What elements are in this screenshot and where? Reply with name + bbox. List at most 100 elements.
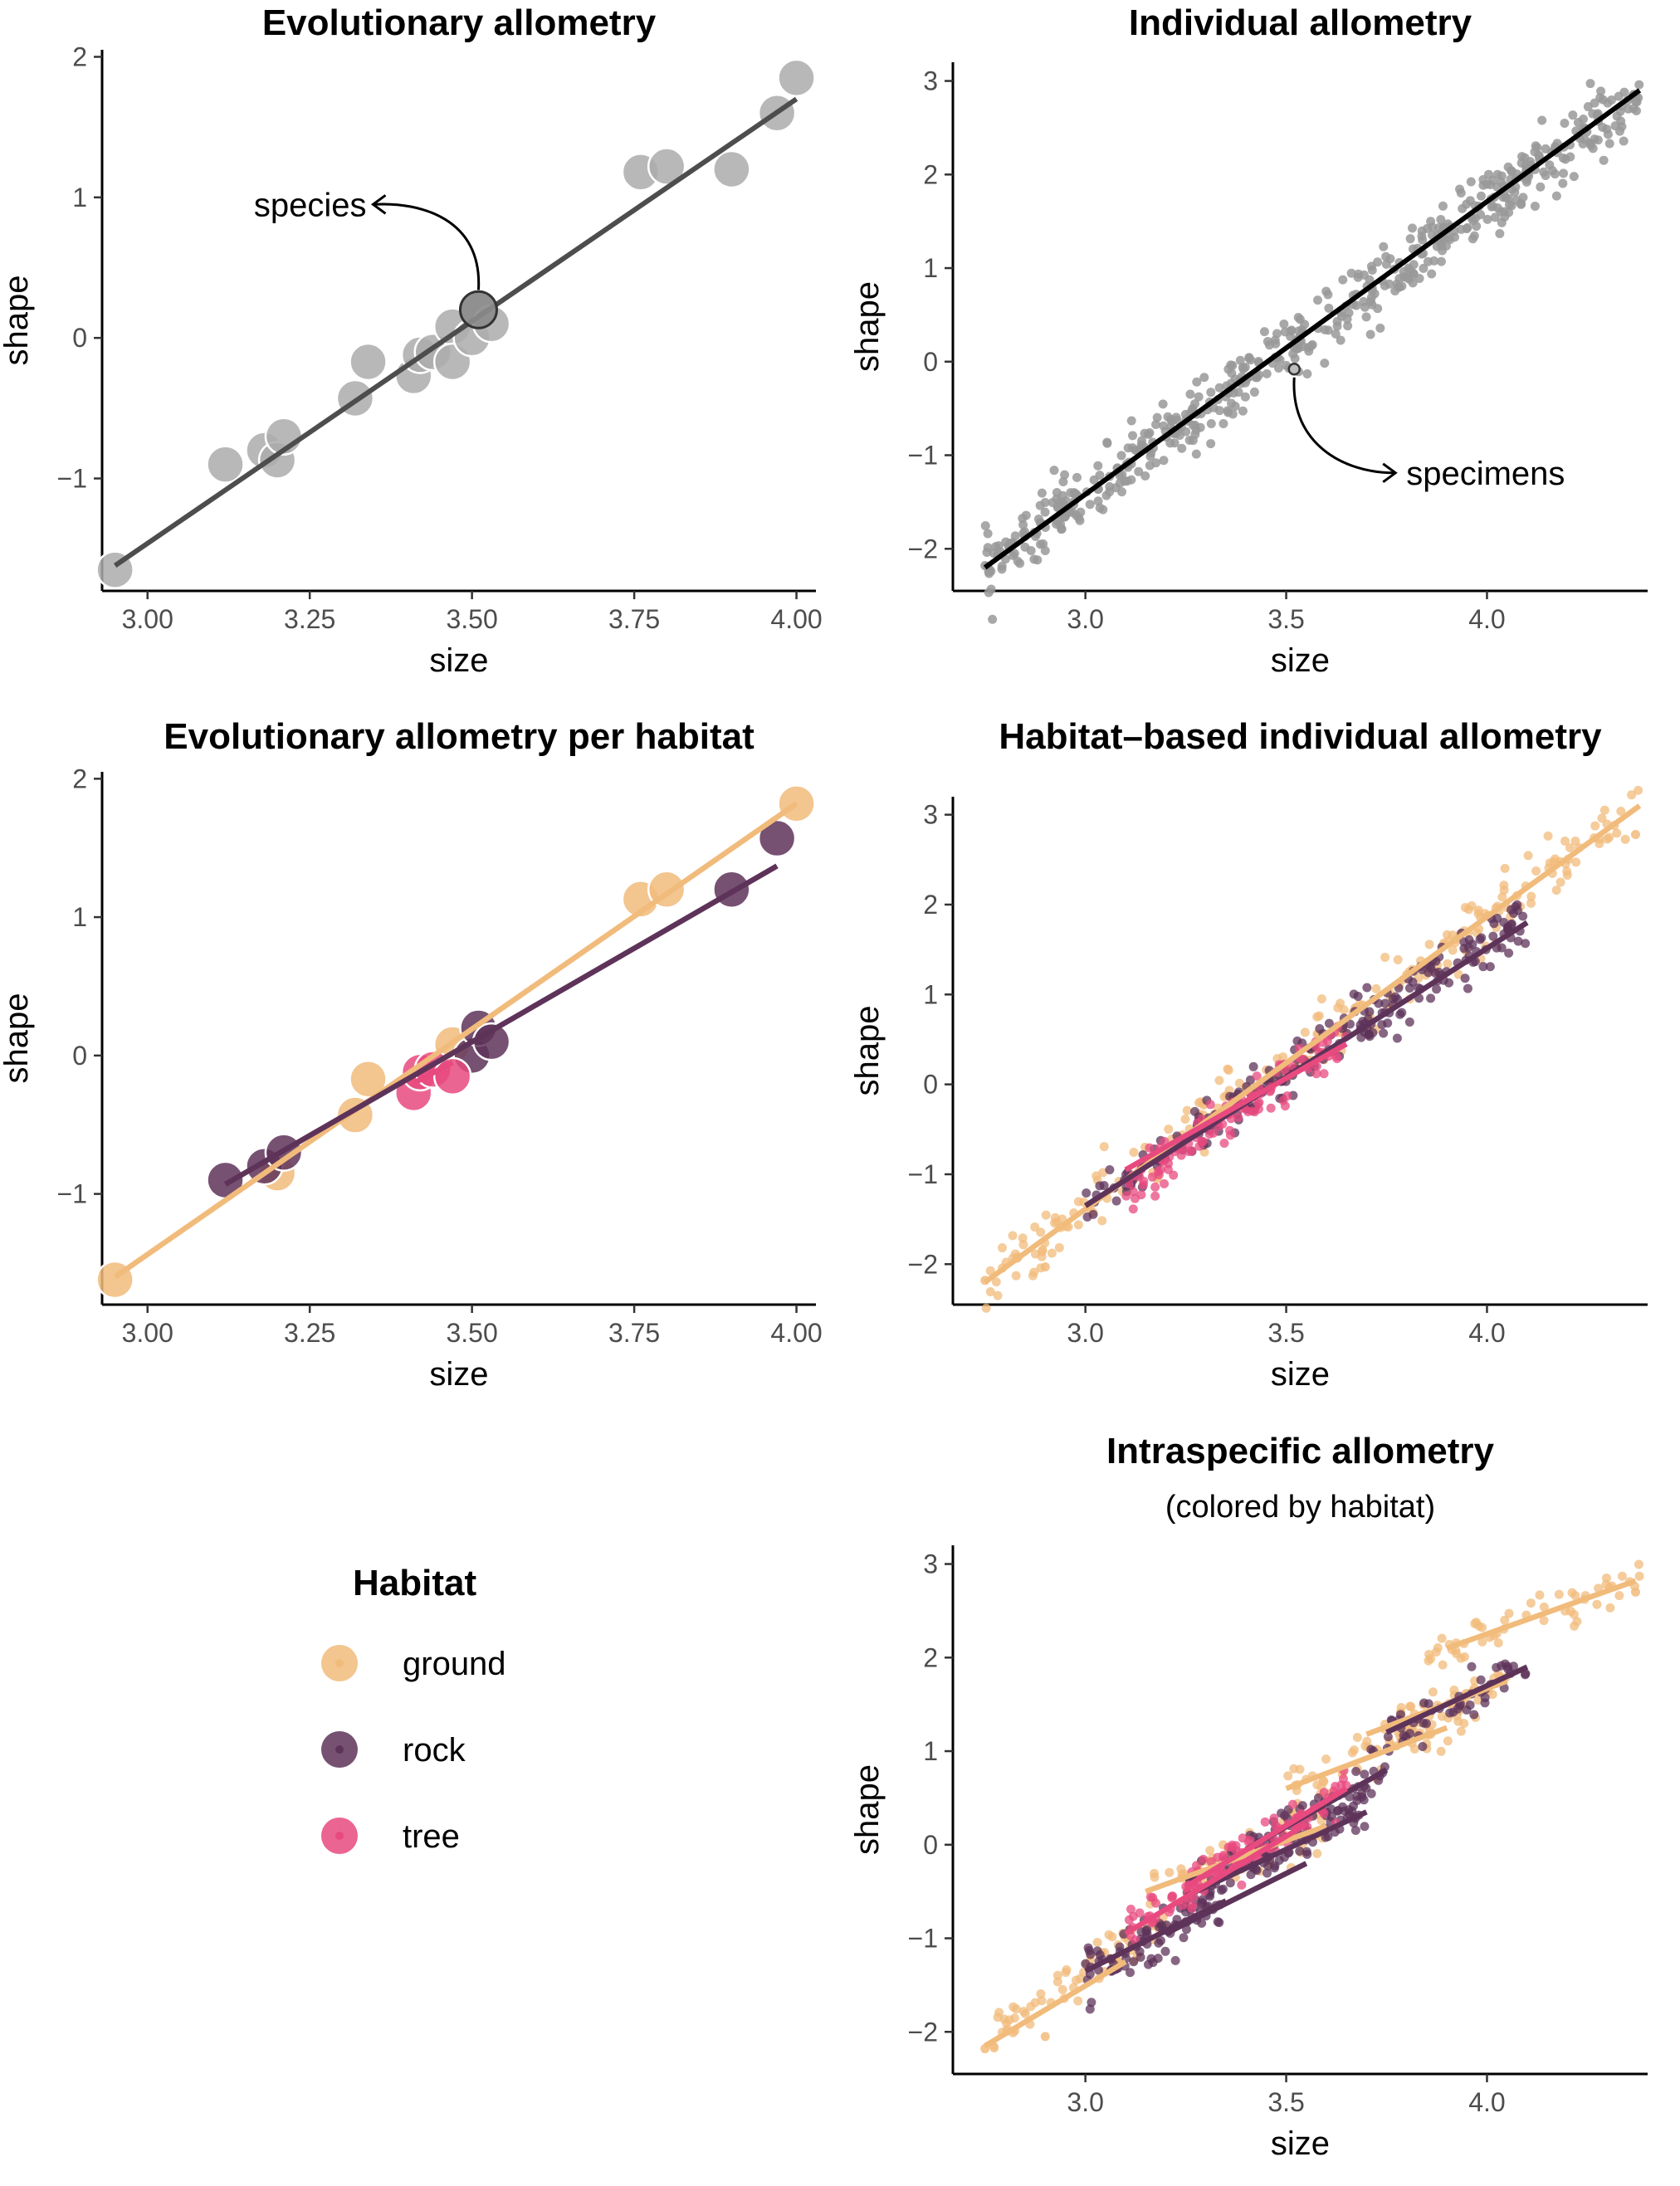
specimen-point-tree	[1319, 1808, 1329, 1818]
specimen-point-ground	[1321, 1754, 1331, 1764]
specimen-point-all	[1438, 201, 1448, 211]
specimen-point-all	[1606, 95, 1616, 105]
specimen-point-tree	[1128, 1187, 1138, 1197]
y-tick-label: 0	[923, 347, 938, 377]
specimen-point-all	[1302, 368, 1312, 378]
specimen-point-all	[983, 529, 993, 539]
specimen-point-rock	[1459, 944, 1469, 954]
x-axis-label: size	[1271, 642, 1330, 679]
specimen-point-ground	[1165, 1867, 1175, 1877]
specimen-point-ground	[1428, 1687, 1438, 1697]
specimen-point-all	[1407, 223, 1417, 233]
specimen-point-tree	[1130, 1193, 1140, 1203]
specimen-point-rock	[1503, 1664, 1513, 1674]
specimen-point-all	[1206, 419, 1216, 429]
specimen-point-all	[1238, 364, 1248, 374]
specimen-point-all	[1551, 191, 1561, 201]
specimen-point-all	[1070, 489, 1080, 499]
specimen-point-ground	[1493, 1638, 1503, 1648]
specimen-point-all	[1426, 217, 1436, 227]
x-tick-label: 3.25	[284, 1318, 335, 1348]
specimen-point-all	[1586, 140, 1596, 150]
specimen-point-ground	[1047, 1248, 1057, 1258]
specimen-point-ground	[993, 1291, 1003, 1300]
specimen-point-all	[1578, 115, 1588, 124]
specimen-point-rock	[1433, 968, 1443, 978]
specimen-point-rock	[1468, 939, 1477, 949]
specimen-point-all	[1324, 303, 1334, 313]
specimen-point-ground	[1571, 857, 1581, 867]
specimen-point-ground	[1036, 1988, 1046, 1998]
specimen-point-ground	[985, 1266, 995, 1276]
specimen-point-all	[1530, 201, 1540, 211]
specimen-point-all	[1619, 136, 1629, 146]
specimen-point-rock	[1214, 1918, 1224, 1928]
specimen-point-all	[1375, 323, 1385, 333]
specimen-point-rock	[1366, 1788, 1376, 1798]
specimen-point-all	[1040, 507, 1050, 517]
specimen-point-rock	[1357, 1789, 1367, 1799]
specimen-point-all	[1165, 438, 1175, 448]
specimen-point-all	[1541, 171, 1551, 181]
specimen-point-ground	[1604, 832, 1614, 842]
x-tick-label: 3.00	[122, 1318, 173, 1348]
specimen-point-rock	[1160, 1946, 1170, 1956]
specimen-point-ground	[1008, 2002, 1018, 2012]
species-highlight-point	[458, 290, 498, 329]
y-tick-label: −1	[908, 1159, 938, 1189]
specimen-point-rock	[1419, 1718, 1428, 1728]
y-tick-label: 1	[72, 902, 87, 932]
specimen-point-tree	[1187, 1146, 1197, 1156]
specimen-point-all	[1612, 111, 1622, 121]
panel-hab-ind: Habitat–based individual allometry 3.0 3.5…	[849, 716, 1648, 1393]
specimen-point-all	[1552, 139, 1562, 149]
specimen-point-ground	[1590, 821, 1600, 831]
specimen-point-all	[1262, 368, 1272, 378]
specimen-point-rock	[1218, 1884, 1228, 1894]
specimen-point-ground	[1630, 829, 1640, 839]
x-tick-label: 3.5	[1267, 604, 1304, 634]
y-tick-label: −1	[908, 441, 938, 471]
specimen-point-tree	[1135, 1908, 1145, 1918]
regression-line-rock	[1385, 1664, 1529, 1735]
specimen-point-tree	[1319, 1788, 1329, 1798]
specimen-point-tree	[1169, 1170, 1179, 1180]
specimen-point-all	[988, 614, 998, 624]
specimen-point-rock	[1404, 983, 1414, 993]
specimen-point-rock	[1302, 1847, 1311, 1857]
specimen-point-rock	[1426, 993, 1436, 1003]
specimen-point-ground	[997, 1243, 1007, 1253]
specimen-point-all	[1603, 129, 1613, 139]
specimen-point-rock	[1082, 1188, 1092, 1198]
specimen-point-all	[1331, 329, 1341, 339]
specimen-point-ground	[1554, 1589, 1564, 1599]
specimen-point-all	[986, 584, 996, 594]
regression-line-ground	[1285, 1725, 1448, 1792]
specimen-point-ground	[1523, 851, 1533, 861]
specimen-point-all	[1423, 256, 1433, 266]
regression-line-rock	[223, 863, 779, 1187]
specimen-point-ground	[1333, 1003, 1343, 1012]
specimen-point-rock	[1465, 1700, 1475, 1710]
specimen-point-rock	[1388, 994, 1398, 1004]
panel-subtitle: (colored by habitat)	[1165, 1490, 1435, 1525]
legend-item-ground: ground	[321, 1645, 506, 1682]
specimen-point-all	[1565, 152, 1575, 162]
x-tick-label: 3.0	[1067, 1318, 1103, 1348]
specimen-point-ground	[1617, 1571, 1627, 1581]
specimen-point-ground	[1104, 1930, 1114, 1940]
specimen-point-rock	[1179, 1933, 1189, 1943]
regression-line-ground	[113, 801, 798, 1280]
specimen-point-all	[1227, 398, 1237, 408]
specimen-point-rock	[1492, 914, 1502, 924]
annotation-arrowhead	[1382, 462, 1398, 484]
specimen-point-rock	[1463, 983, 1472, 993]
specimen-point-rock	[1085, 2004, 1095, 2014]
specimen-point-all	[1578, 139, 1588, 149]
specimen-point-rock	[1360, 1769, 1370, 1779]
specimen-point-all	[1418, 235, 1428, 245]
regression-line-all	[983, 88, 1642, 570]
specimen-point-all	[1320, 359, 1330, 368]
specimen-point-rock	[1380, 998, 1390, 1008]
